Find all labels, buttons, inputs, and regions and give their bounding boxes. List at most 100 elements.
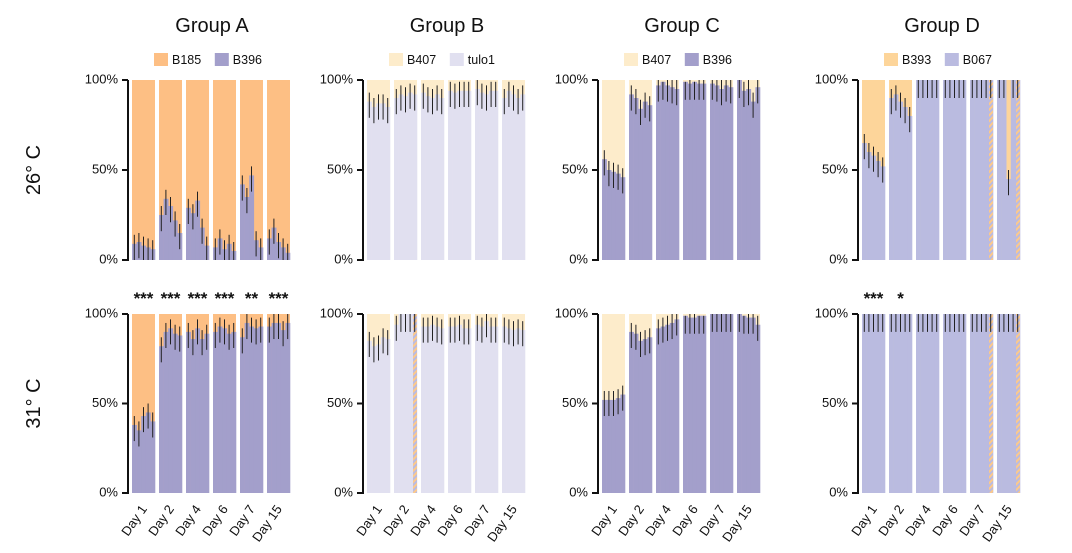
bar-bottom-series [696, 315, 702, 493]
bar-bottom-series [249, 326, 255, 493]
x-tick-label: Day 6 [669, 502, 701, 538]
bar-bottom-series [750, 101, 756, 260]
bar-bottom-series [380, 337, 386, 493]
bar-bottom-series [199, 339, 205, 493]
bar-bottom-series [741, 315, 747, 493]
bar-bottom-series [916, 80, 921, 260]
legend-label: B407 [407, 53, 436, 67]
legend-swatch [154, 53, 168, 66]
bar-bottom-series [168, 206, 174, 260]
bar-bottom-series [974, 80, 980, 260]
bar-bottom-series [979, 80, 985, 260]
bar-bottom-series [952, 80, 958, 260]
legend-label: B407 [642, 53, 671, 67]
bar-bottom-series [615, 398, 621, 493]
bar-bottom-series [371, 107, 377, 260]
y-tick-label: 50% [822, 161, 848, 176]
bar-bottom-series [1010, 314, 1016, 493]
bar-bottom-series [683, 315, 688, 493]
bar-bottom-series [862, 314, 867, 493]
y-tick-label: 50% [92, 395, 118, 410]
bar-bottom-series [168, 328, 174, 493]
bar-bottom-series [898, 314, 904, 493]
bar-bottom-series [493, 90, 499, 260]
bar-bottom-series [674, 319, 680, 493]
bar-bottom-series [226, 333, 232, 493]
bar-bottom-series [213, 331, 218, 493]
bar-bottom-series [997, 314, 1002, 493]
chart-panel: 0% 50% 100% [320, 71, 526, 266]
bar-bottom-series [511, 330, 517, 493]
bar-bottom-series [907, 116, 913, 260]
bar-bottom-series [398, 314, 404, 493]
bar-bottom-series [367, 340, 372, 493]
bar-bottom-series [376, 103, 382, 261]
bar-bottom-series [172, 333, 178, 493]
bar-top-series [267, 80, 290, 260]
bar-bottom-series [866, 152, 872, 260]
bar-bottom-series [665, 324, 671, 493]
legend-swatch [624, 53, 638, 66]
significance-marker: ** [245, 289, 259, 308]
bar-bottom-series [253, 328, 259, 493]
bar-bottom-series [633, 98, 639, 260]
bar-top-series [213, 80, 236, 260]
bar-bottom-series [186, 331, 191, 493]
legend-label: B067 [963, 53, 992, 67]
bar-bottom-series [880, 166, 886, 260]
bar-bottom-series [746, 89, 752, 260]
bar-bottom-series [893, 94, 899, 261]
bar-bottom-series [952, 314, 958, 493]
chart-root: Group A B185 B396 Group B B407 tulo1 Group C B4… [23, 15, 1021, 544]
x-tick-label: Day 1 [118, 502, 150, 538]
significance-marker: * [897, 289, 904, 308]
significance-marker: *** [134, 289, 154, 308]
bar-bottom-series [669, 322, 675, 493]
bar-bottom-series [893, 314, 899, 493]
bar-bottom-series [970, 80, 975, 260]
bar-bottom-series [479, 92, 485, 260]
bar-bottom-series [403, 96, 409, 260]
bar-bottom-series [1006, 314, 1012, 493]
bar-bottom-series [285, 322, 291, 493]
bar-bottom-series [452, 92, 458, 260]
bar-bottom-series [997, 80, 1002, 260]
bar-bottom-series [746, 317, 752, 493]
bar-bottom-series [466, 90, 472, 260]
bar-bottom-series [620, 394, 626, 493]
bar-bottom-series [430, 98, 436, 260]
bar-bottom-series [276, 322, 282, 493]
bar-bottom-series [448, 90, 453, 260]
bar-bottom-series [916, 314, 921, 493]
y-tick-label: 100% [555, 305, 589, 320]
bar-bottom-series [159, 215, 164, 260]
bar-bottom-series [488, 90, 494, 260]
bar-bottom-series [728, 314, 734, 493]
x-tick-label: Day 4 [642, 502, 674, 538]
bar-bottom-series [956, 80, 962, 260]
bar-bottom-series [515, 98, 521, 260]
legend-label: B185 [172, 53, 201, 67]
bar-bottom-series [267, 326, 272, 493]
significance-marker: *** [188, 289, 208, 308]
bar-bottom-series [660, 326, 666, 493]
bar-bottom-series [871, 314, 877, 493]
bar-bottom-series [687, 317, 693, 493]
bar-bottom-series [638, 340, 644, 493]
bar-bottom-series [687, 83, 693, 260]
y-tick-label: 50% [562, 395, 588, 410]
bar-bottom-series [1001, 80, 1007, 260]
bar-bottom-series [249, 175, 255, 260]
x-tick-label: Day 6 [199, 502, 231, 538]
bar-bottom-series [602, 159, 607, 260]
bar-bottom-series [502, 98, 507, 260]
bar-bottom-series [1001, 314, 1007, 493]
bar-bottom-series [606, 399, 612, 493]
bar-bottom-series [271, 322, 277, 493]
bar-bottom-series [925, 314, 931, 493]
bar-bottom-series [692, 317, 698, 493]
bar-bottom-series [719, 314, 725, 493]
bar-bottom-series [983, 314, 989, 493]
